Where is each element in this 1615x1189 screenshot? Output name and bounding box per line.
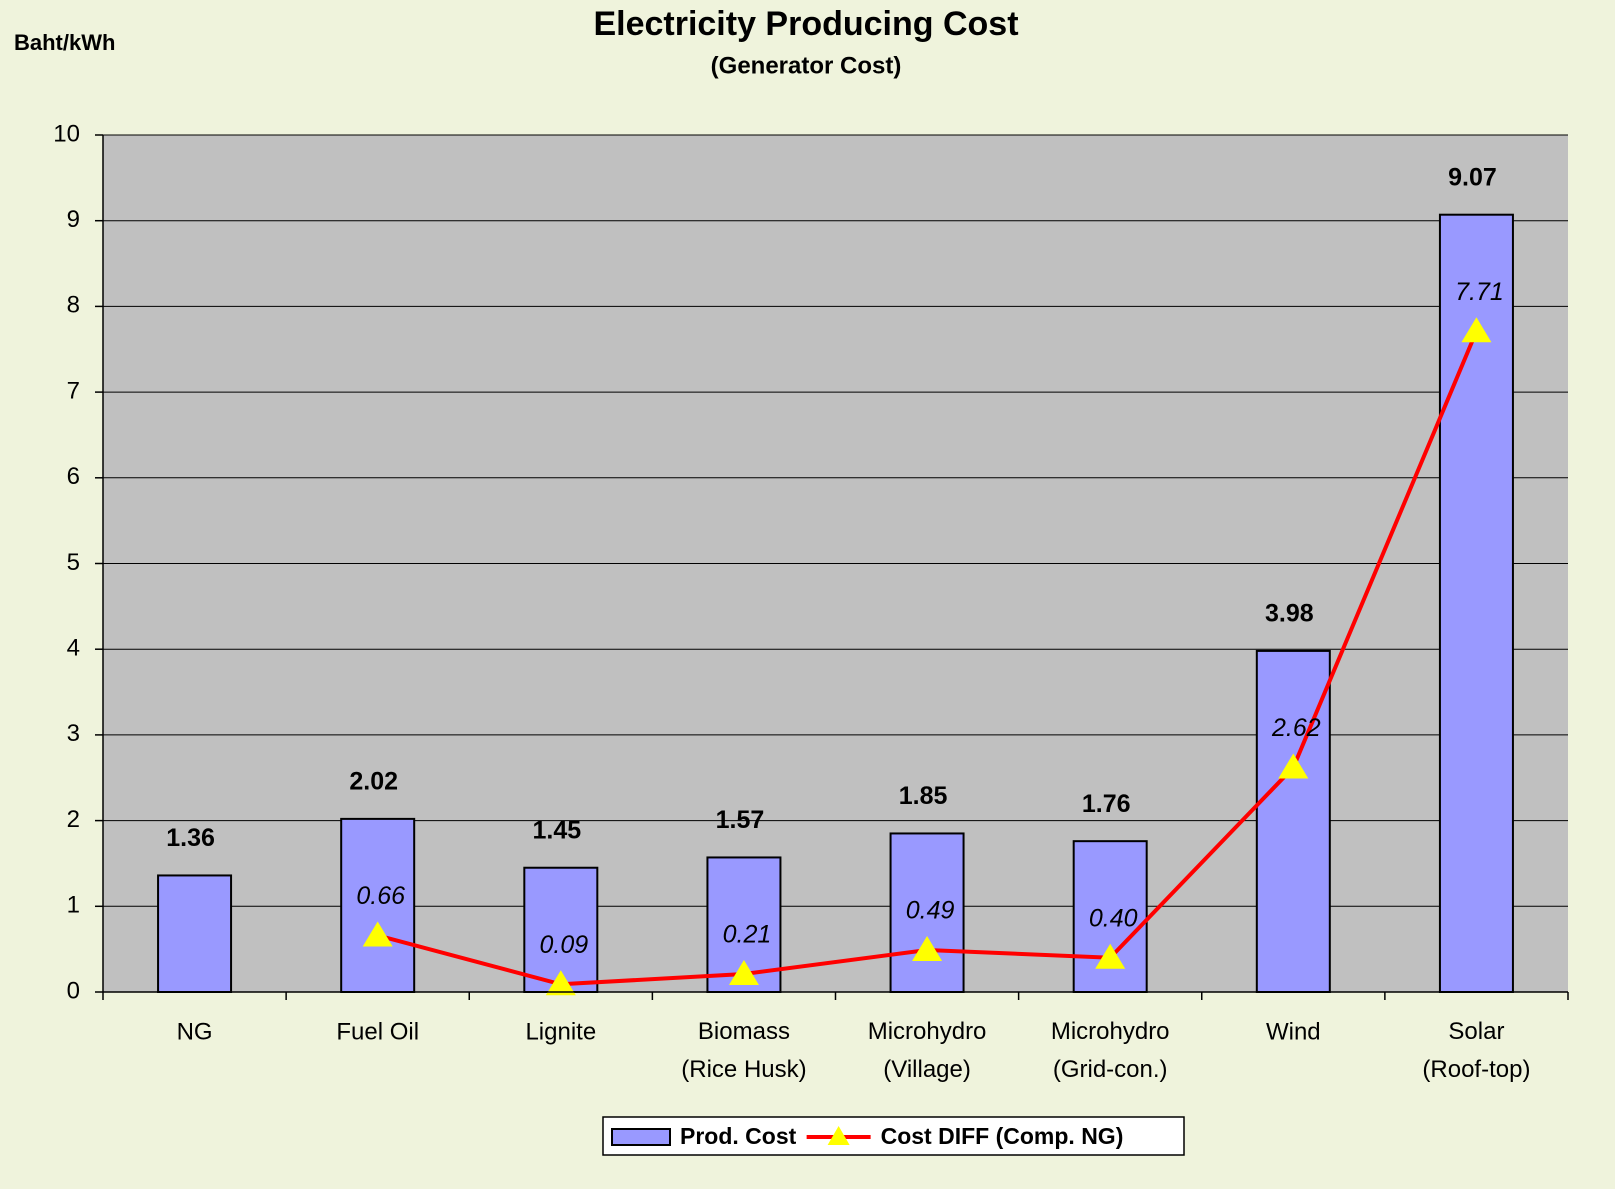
bar-value-label: 3.98: [1265, 600, 1314, 628]
line-value-label: 0.49: [906, 897, 955, 925]
x-tick-label: Fuel Oil: [336, 1018, 419, 1045]
x-tick-label: Microhydro (Grid-con.): [1051, 1018, 1170, 1083]
bar: [889, 832, 965, 994]
y-tick-label: 6: [67, 463, 80, 490]
line-value-label: 0.66: [356, 882, 405, 910]
legend-marker: [827, 1126, 850, 1145]
bar-value-label: 2.02: [349, 767, 398, 795]
marker: [362, 921, 393, 947]
line-value-label: 2.62: [1271, 714, 1321, 742]
legend-label: Cost DIFF (Comp. NG): [881, 1123, 1124, 1149]
y-tick-label: 8: [67, 292, 80, 319]
marker: [545, 970, 576, 996]
line-value-label: 7.71: [1455, 278, 1504, 306]
y-tick-label: 5: [67, 549, 80, 576]
bar-value-label: 1.36: [166, 824, 215, 852]
chart-title: Electricity Producing Cost: [593, 5, 1018, 43]
legend-swatch: [611, 1128, 671, 1146]
y-tick-label: 10: [53, 120, 80, 147]
y-tick-label: 3: [67, 720, 80, 747]
legend-label: Prod. Cost: [680, 1123, 797, 1149]
chart-subtitle: (Generator Cost): [711, 52, 902, 79]
bar-value-label: 1.57: [716, 806, 765, 834]
x-tick-label: Microhydro (Village): [868, 1018, 987, 1083]
y-tick-label: 0: [67, 977, 80, 1004]
x-tick-label: Lignite: [525, 1018, 596, 1045]
bar: [157, 874, 233, 993]
marker: [1278, 753, 1309, 779]
line-value-label: 0.40: [1089, 904, 1138, 932]
y-tick-label: 7: [67, 377, 80, 404]
y-tick-label: 1: [67, 892, 80, 919]
bar-value-label: 1.45: [532, 816, 581, 844]
marker: [1095, 943, 1126, 969]
y-axis-label: Baht/kWh: [14, 30, 115, 55]
x-tick-label: Biomass (Rice Husk): [681, 1018, 806, 1083]
line-value-label: 0.09: [539, 931, 588, 959]
x-tick-label: NG: [177, 1018, 213, 1045]
x-tick-label: Wind: [1266, 1018, 1321, 1045]
bar-value-label: 1.85: [899, 782, 948, 810]
bar-value-label: 1.76: [1082, 790, 1131, 818]
legend: [602, 1116, 1185, 1156]
y-tick-label: 2: [67, 806, 80, 833]
x-tick-label: Solar (Roof-top): [1422, 1018, 1530, 1083]
marker: [912, 936, 943, 962]
bar: [340, 817, 416, 993]
marker: [1461, 317, 1492, 343]
bar-value-label: 9.07: [1448, 163, 1497, 191]
marker: [728, 960, 759, 986]
line-value-label: 0.21: [723, 921, 772, 949]
y-tick-label: 9: [67, 206, 80, 233]
bar: [1438, 213, 1514, 994]
y-tick-label: 4: [67, 635, 80, 662]
